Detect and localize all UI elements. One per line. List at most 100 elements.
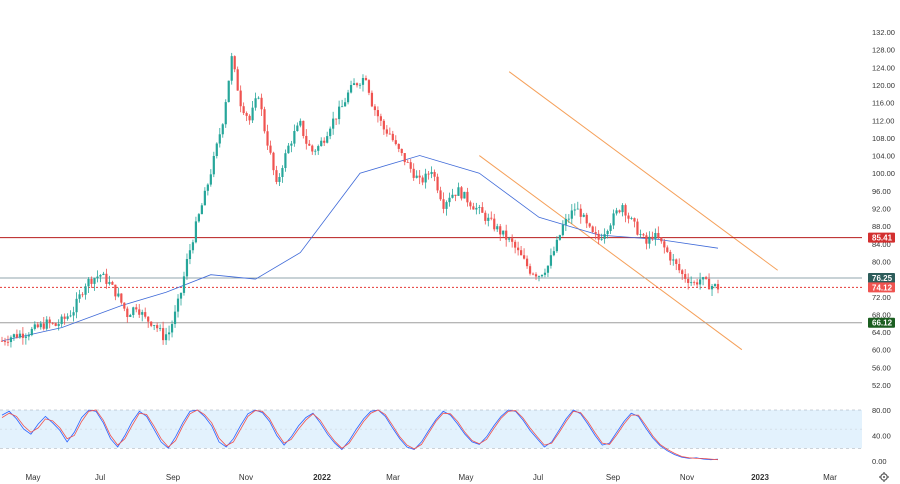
- price-tick-label: 56.00: [872, 363, 891, 372]
- candle-body: [358, 84, 362, 86]
- candle-body: [436, 176, 439, 191]
- candle-body: [293, 131, 296, 144]
- candle-body: [442, 199, 445, 209]
- time-tick-label: Sep: [166, 473, 181, 482]
- moving-average: [1, 155, 719, 342]
- candle-body: [376, 110, 379, 117]
- candle-body: [651, 236, 654, 239]
- candle-body: [540, 274, 544, 277]
- time-tick-label: 2023: [751, 473, 769, 482]
- candle-body: [630, 218, 633, 219]
- candle-body: [627, 215, 630, 219]
- candle-body: [176, 298, 180, 312]
- candle-body: [469, 202, 472, 207]
- candle-body: [173, 311, 177, 325]
- candle-body: [111, 281, 114, 285]
- candle-body: [397, 144, 400, 149]
- candle-body: [254, 98, 257, 108]
- candle-body: [81, 294, 84, 296]
- candle-body: [502, 230, 505, 235]
- candle-body: [496, 226, 499, 230]
- candle-body: [3, 340, 7, 342]
- time-tick-label: May: [458, 473, 473, 482]
- candle-body: [167, 332, 171, 335]
- time-tick-label: Mar: [386, 473, 400, 482]
- candle-body: [84, 286, 87, 295]
- candle-body: [335, 118, 338, 120]
- candle-body: [57, 324, 60, 326]
- candle-body: [573, 209, 576, 211]
- candle-body: [99, 274, 102, 277]
- price-tick-label: 64.00: [872, 328, 891, 337]
- candle-body: [520, 250, 523, 256]
- stochastic-tick-label: 80.00: [872, 406, 891, 415]
- candle-body: [42, 323, 45, 329]
- candle-body: [687, 278, 690, 283]
- candle-body: [654, 233, 657, 239]
- candle-body: [123, 302, 126, 309]
- channel-lower-line: [479, 155, 743, 351]
- candle-body: [588, 223, 591, 227]
- candle-body: [150, 321, 153, 326]
- price-tick-label: 116.00: [872, 99, 894, 108]
- candle-body: [621, 205, 624, 213]
- candle-body: [424, 173, 427, 183]
- candle-body: [308, 143, 311, 146]
- candle-body: [633, 218, 636, 222]
- candle-body: [311, 145, 314, 152]
- candle-body: [323, 140, 326, 143]
- candle-body: [6, 341, 10, 343]
- candle-body: [660, 237, 663, 242]
- candle-body: [701, 277, 705, 280]
- candle-body: [645, 235, 648, 244]
- candle-body: [126, 308, 129, 318]
- candle-body: [367, 80, 371, 93]
- candle-body: [675, 259, 678, 265]
- candle-body: [90, 279, 93, 284]
- candle-body: [508, 238, 511, 240]
- candle-body: [594, 232, 597, 234]
- candle-body: [525, 258, 529, 267]
- horizontal-levels: [0, 237, 862, 324]
- time-tick-label: Mar: [823, 473, 837, 482]
- candle-body: [415, 175, 418, 178]
- settings-icon[interactable]: [879, 472, 889, 482]
- candle-body: [18, 333, 21, 338]
- candle-body: [144, 312, 147, 317]
- candle-body: [451, 194, 454, 198]
- candle-body: [15, 334, 19, 338]
- candle-body: [355, 83, 359, 86]
- candle-body: [439, 190, 442, 200]
- candle-body: [543, 272, 547, 275]
- candle-body: [716, 284, 720, 290]
- price-badge: [868, 272, 895, 283]
- candle-body: [648, 236, 651, 244]
- candle-body: [135, 307, 138, 310]
- candle-body: [585, 214, 588, 224]
- candle-body: [382, 120, 385, 130]
- candle-body: [299, 120, 302, 126]
- candle-body: [549, 255, 553, 266]
- price-tick-label: 132.00: [872, 28, 895, 37]
- candle-body: [302, 120, 305, 136]
- stochastic-tick-label: 0.00: [872, 457, 887, 466]
- stochastic-panel: 80.00 40.00 0.00: [0, 406, 891, 466]
- candle-body: [636, 221, 639, 235]
- candle-body: [39, 323, 42, 328]
- candle-body: [699, 279, 702, 285]
- candle-body: [227, 80, 230, 103]
- time-tick-label: 2022: [313, 473, 331, 482]
- candle-body: [191, 242, 195, 251]
- candle-body: [707, 278, 711, 290]
- candle-body: [206, 184, 209, 191]
- candle-body: [75, 298, 78, 313]
- candle-body: [612, 213, 615, 226]
- candle-body: [433, 171, 436, 177]
- candle-body: [618, 210, 621, 213]
- candle-body: [54, 323, 57, 326]
- candle-body: [394, 140, 397, 145]
- candle-body: [406, 162, 409, 163]
- candle-body: [248, 115, 251, 121]
